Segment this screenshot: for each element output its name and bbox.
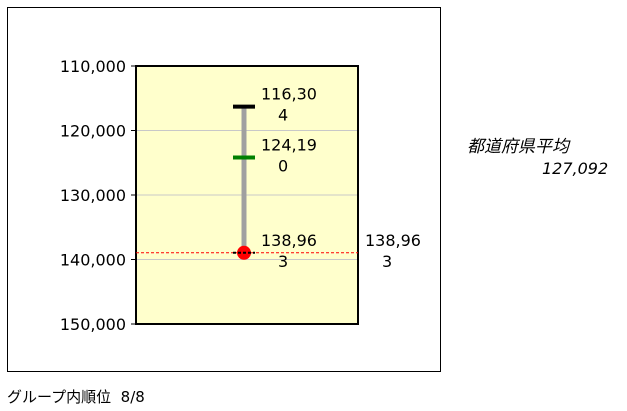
min-label-line1: 138,96 <box>261 231 317 250</box>
average-value: 127,092 <box>542 159 609 178</box>
median-label-line2: 0 <box>278 157 288 176</box>
min-label-line2: 3 <box>278 252 288 271</box>
y-tick-label: 150,000 <box>60 315 126 334</box>
plot-border <box>135 65 359 325</box>
median-label-line1: 124,19 <box>261 136 317 155</box>
y-tick-label: 130,000 <box>60 186 126 205</box>
current-label-line1: 138,96 <box>365 231 421 250</box>
current-label-line2: 3 <box>382 252 392 271</box>
rank-value: 8/8 <box>120 388 145 406</box>
average-annotation: 都道府県平均 127,092 <box>467 136 627 180</box>
y-tick-label: 140,000 <box>60 251 126 270</box>
chart-frame: 110,000 120,000 130,000 140,000 150,000 116,3… <box>7 7 441 372</box>
group-rank: グループ内順位 8/8 <box>7 386 145 407</box>
rank-label: グループ内順位 <box>7 388 112 406</box>
max-label-line2: 4 <box>278 106 288 125</box>
y-tick-label: 120,000 <box>60 122 126 141</box>
y-tick-label: 110,000 <box>60 57 126 76</box>
chart-svg: 110,000 120,000 130,000 140,000 150,000 116,3… <box>60 57 421 334</box>
average-title: 都道府県平均 <box>467 137 569 157</box>
max-label-line1: 116,30 <box>261 85 317 104</box>
